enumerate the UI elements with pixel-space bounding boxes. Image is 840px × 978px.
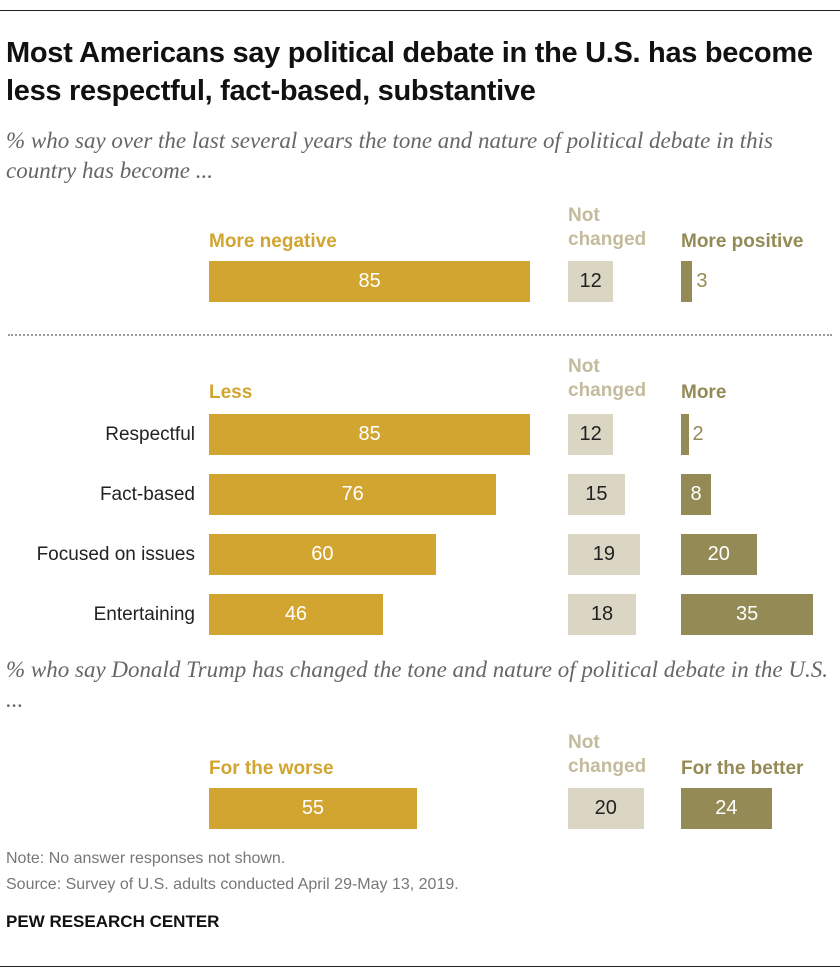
bar xyxy=(209,788,417,829)
category-label: Fact-based xyxy=(99,484,195,505)
data-label: 85 xyxy=(358,423,381,445)
chart-title: Most Americans say political debate in t… xyxy=(6,37,813,107)
data-label: 60 xyxy=(311,543,334,565)
source: Source: Survey of U.S. adults conducted … xyxy=(6,876,459,893)
bar xyxy=(209,534,436,575)
bar xyxy=(568,594,637,635)
bar xyxy=(681,594,814,635)
bar xyxy=(681,414,689,455)
data-label: 18 xyxy=(590,603,614,625)
bar xyxy=(209,474,497,515)
data-label: 35 xyxy=(736,603,759,625)
data-label: 8 xyxy=(690,483,702,505)
bar xyxy=(568,261,614,302)
bar xyxy=(209,261,531,302)
data-label: 12 xyxy=(579,270,602,292)
series-header: For the worse xyxy=(209,758,334,779)
series-header: More xyxy=(681,382,727,403)
data-label: 15 xyxy=(585,483,608,505)
data-label: 76 xyxy=(341,483,364,505)
bar xyxy=(681,261,693,302)
data-label: 24 xyxy=(715,797,738,819)
note: Note: No answer responses not shown. xyxy=(6,850,286,867)
category-label: Respectful xyxy=(105,424,195,445)
bar xyxy=(209,594,383,635)
bar xyxy=(568,414,614,455)
data-label: 20 xyxy=(707,543,730,565)
brand-logo-text: PEW RESEARCH CENTER xyxy=(6,912,220,931)
bar xyxy=(568,788,644,829)
data-label: 20 xyxy=(594,797,617,819)
series-header: More negative xyxy=(209,231,337,252)
series-header: Not changed xyxy=(568,356,647,401)
category-label: Focused on issues xyxy=(36,544,195,565)
data-label: 3 xyxy=(696,270,708,292)
series-header: For the better xyxy=(681,758,804,779)
bar xyxy=(568,534,640,575)
data-label: 12 xyxy=(579,423,602,445)
category-label: Entertaining xyxy=(93,604,195,625)
bar xyxy=(681,788,772,829)
data-label: 85 xyxy=(358,270,381,292)
series-header: Not changed xyxy=(568,732,647,777)
series-header: Less xyxy=(209,382,253,403)
series-header: Not changed xyxy=(568,205,647,250)
bar xyxy=(681,534,757,575)
data-label: 46 xyxy=(284,603,308,625)
subtitle-3: % who say Donald Trump has changed the t… xyxy=(6,657,828,712)
subtitle-1: % who say over the last several years th… xyxy=(6,128,773,183)
bar xyxy=(681,474,712,515)
divider xyxy=(8,334,832,336)
data-label: 2 xyxy=(692,423,704,445)
data-label: 55 xyxy=(301,797,325,819)
bottom-rule xyxy=(0,966,840,967)
series-header: More positive xyxy=(681,231,804,252)
bar xyxy=(209,414,531,455)
top-rule xyxy=(0,10,840,11)
bar xyxy=(568,474,625,515)
data-label: 19 xyxy=(592,543,616,565)
